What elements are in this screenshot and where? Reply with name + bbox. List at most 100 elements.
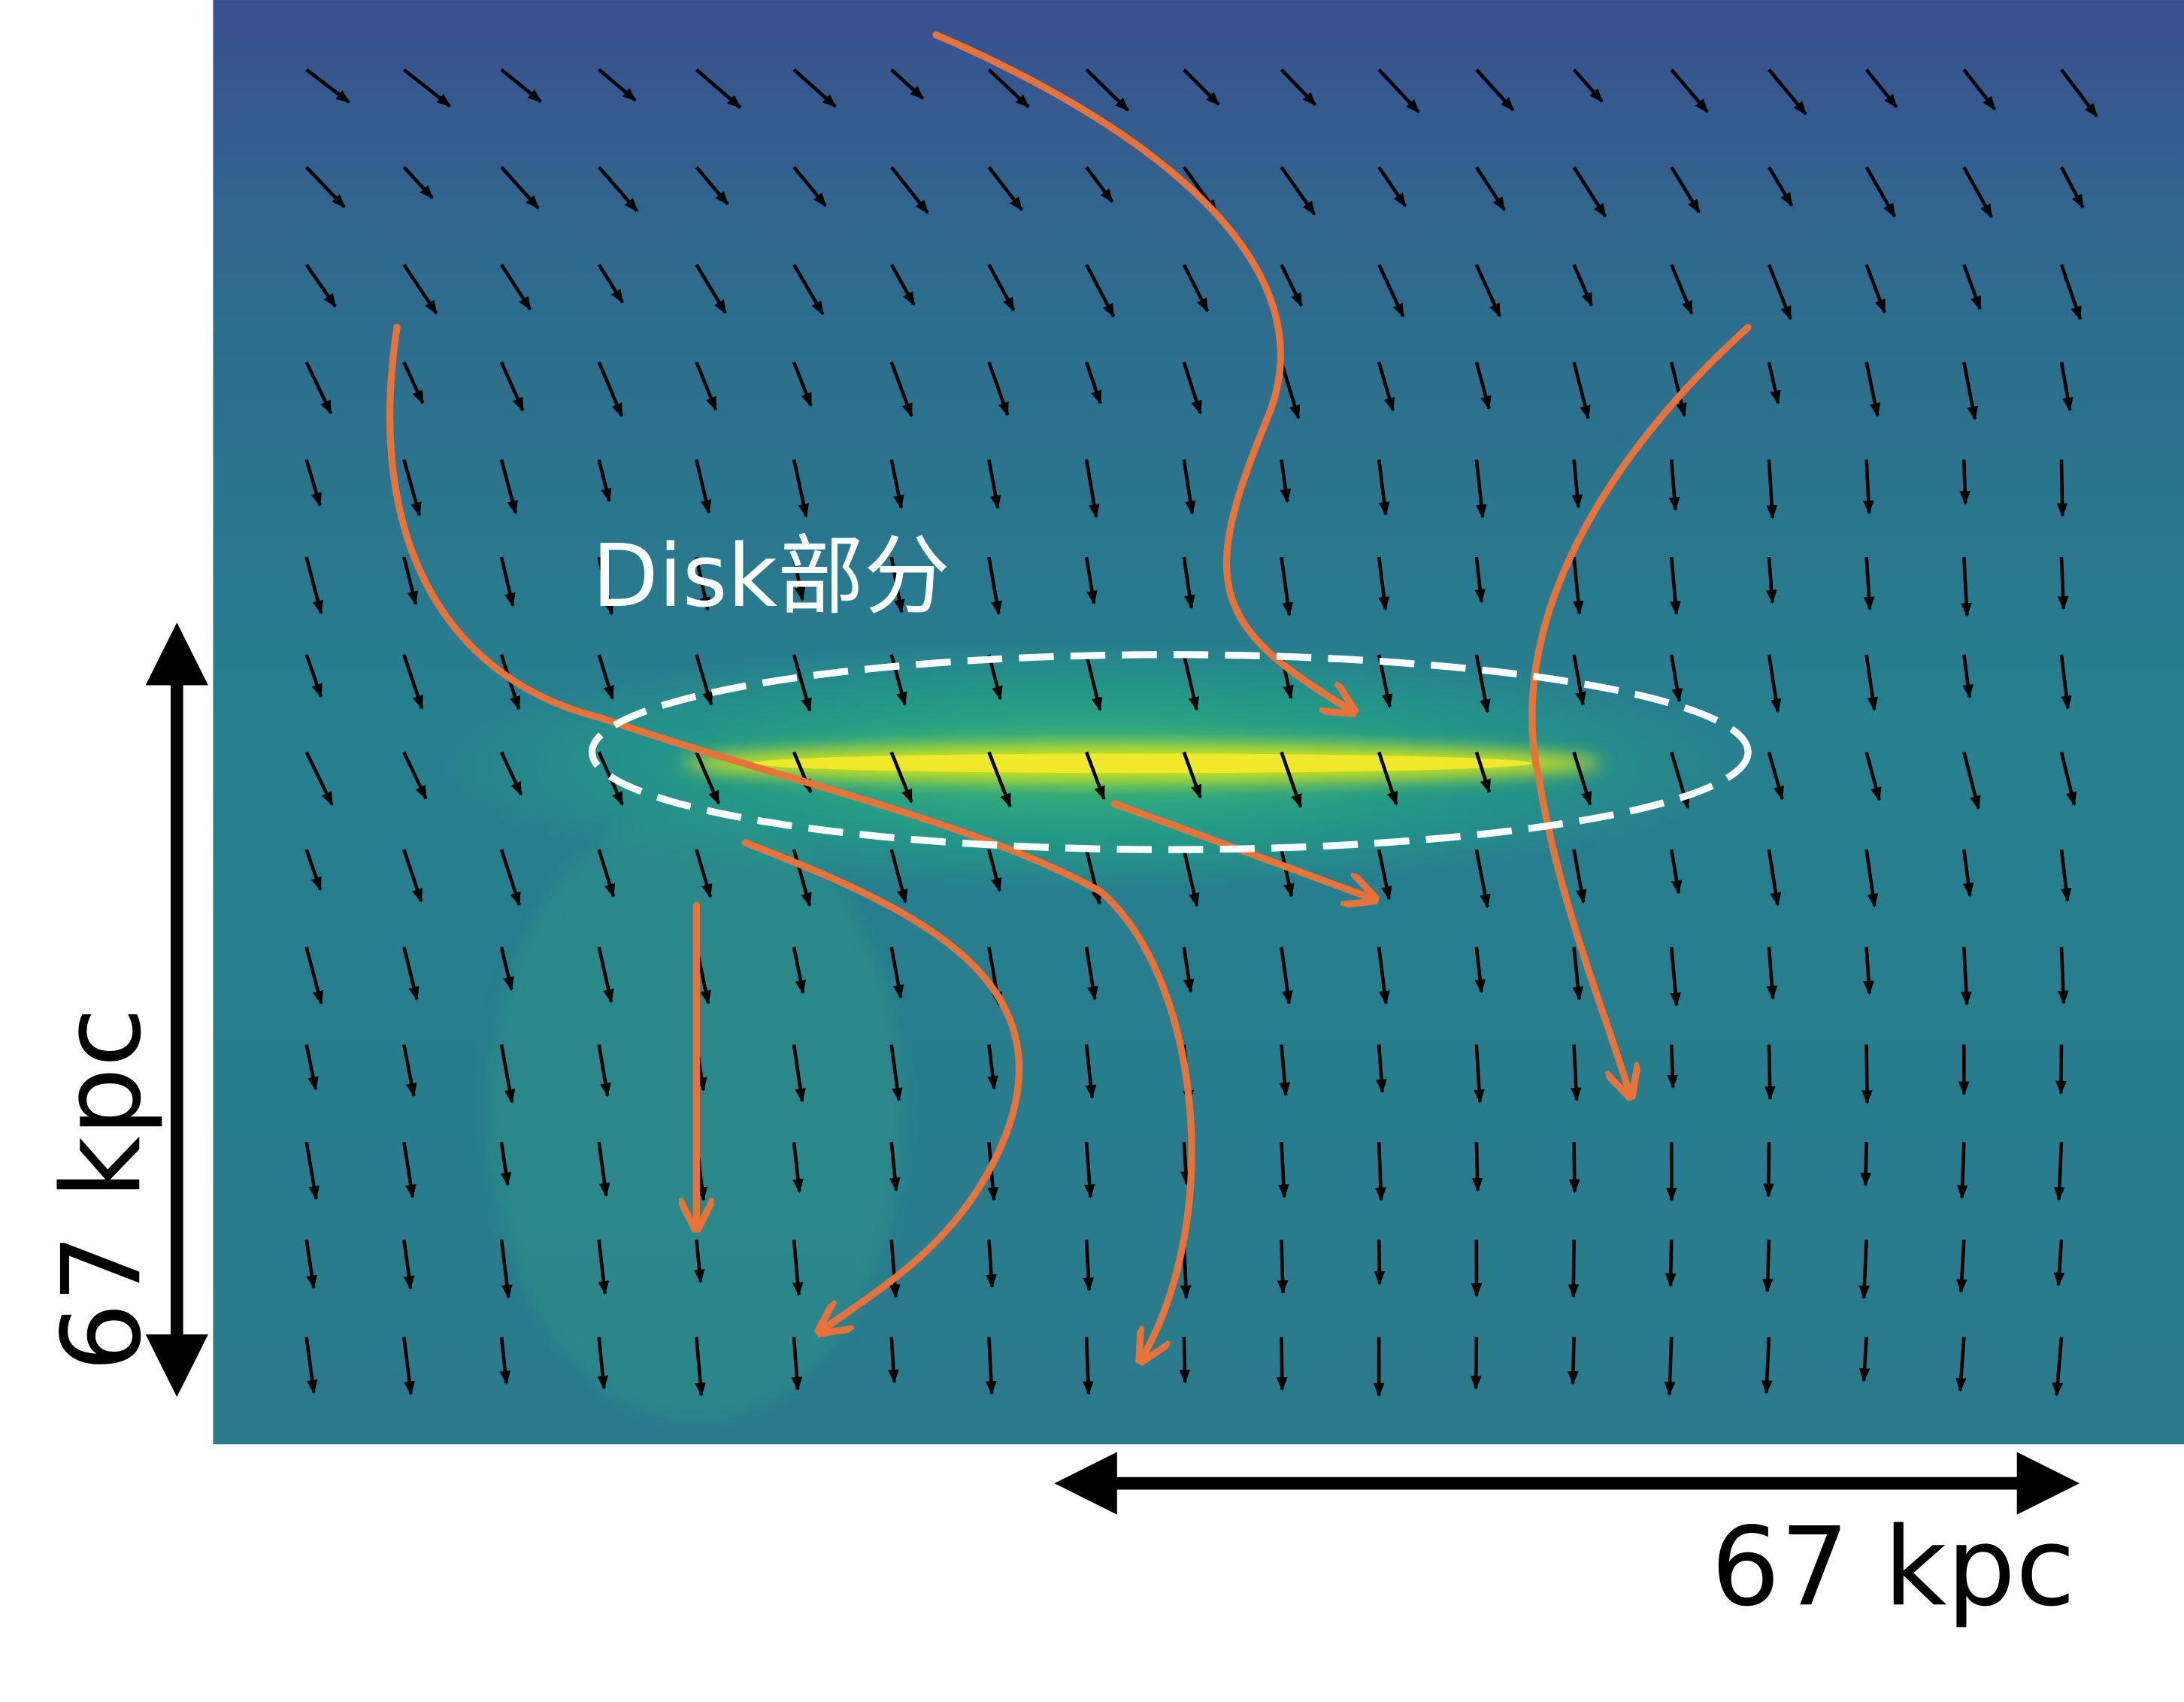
vector-arrow bbox=[402, 1044, 417, 1098]
vector-arrow bbox=[597, 165, 638, 213]
vector-arrow bbox=[889, 946, 904, 999]
vector-arrow bbox=[1182, 362, 1202, 415]
vector-arrow bbox=[1280, 68, 1317, 107]
vector-arrow bbox=[2059, 849, 2072, 903]
vector-arrow bbox=[1474, 654, 1491, 713]
vector-arrow bbox=[792, 1141, 804, 1194]
vector-arrow bbox=[1279, 1044, 1291, 1097]
vector-arrow bbox=[987, 556, 1002, 616]
vector-arrow bbox=[304, 654, 323, 698]
streamline bbox=[741, 839, 1023, 1330]
vector-arrow bbox=[1085, 263, 1116, 318]
vector-arrow bbox=[695, 165, 729, 205]
vector-arrow bbox=[695, 68, 742, 109]
vector-arrow bbox=[1572, 654, 1586, 707]
vector-arrow bbox=[1572, 166, 1607, 218]
vector-arrow bbox=[1961, 849, 1974, 898]
vector-arrow bbox=[1864, 654, 1879, 711]
vector-arrow bbox=[986, 1239, 997, 1289]
vector-arrow bbox=[402, 263, 438, 315]
vector-arrow bbox=[1962, 362, 1979, 421]
vector-arrow bbox=[499, 1337, 511, 1386]
vector-arrow bbox=[597, 849, 616, 898]
vector-arrow bbox=[401, 1239, 415, 1290]
vector-arrow bbox=[402, 556, 418, 606]
vector-arrow bbox=[1474, 946, 1486, 994]
vector-arrow bbox=[1667, 1044, 1679, 1089]
vector-arrow bbox=[1085, 68, 1130, 112]
vector-arrow bbox=[304, 849, 323, 892]
vector-arrow bbox=[1767, 654, 1782, 713]
vector-arrow bbox=[1182, 946, 1195, 993]
vector-arrow bbox=[1864, 264, 1886, 314]
vector-arrow bbox=[792, 849, 812, 907]
vector-arrow bbox=[304, 1044, 319, 1091]
vector-arrow bbox=[792, 165, 827, 207]
vector-arrow bbox=[1767, 68, 1807, 116]
vector-arrow bbox=[695, 459, 712, 514]
vector-arrow bbox=[1082, 1337, 1094, 1396]
vector-arrow bbox=[499, 361, 525, 412]
vector-arrow bbox=[1377, 751, 1398, 806]
vector-arrow bbox=[1375, 1142, 1386, 1202]
vector-arrow bbox=[597, 1044, 611, 1098]
vector-arrow bbox=[889, 263, 916, 306]
vector-arrow bbox=[499, 459, 518, 515]
vector-arrow bbox=[401, 1337, 415, 1396]
vector-arrow bbox=[889, 1239, 901, 1299]
vector-arrow bbox=[695, 1337, 706, 1397]
vector-arrow bbox=[1956, 1142, 1968, 1200]
streamline bbox=[386, 323, 1195, 1358]
vector-arrow bbox=[499, 849, 521, 907]
vector-arrow bbox=[1668, 459, 1680, 511]
vector-arrow bbox=[889, 849, 908, 904]
vector-arrow bbox=[985, 1337, 997, 1395]
vector-arrow bbox=[1669, 362, 1687, 417]
vector-arrow bbox=[1280, 849, 1295, 898]
vector-arrow bbox=[1568, 1142, 1580, 1194]
vector-arrow bbox=[695, 654, 713, 707]
vector-arrow bbox=[1377, 556, 1390, 611]
vector-arrow bbox=[695, 849, 713, 898]
vector-arrow bbox=[499, 1044, 516, 1104]
vector-arrow bbox=[1863, 946, 1874, 995]
vector-arrow bbox=[1377, 68, 1420, 114]
vector-arrow bbox=[1280, 362, 1301, 419]
vector-arrow bbox=[402, 165, 434, 199]
vector-arrow bbox=[889, 1141, 901, 1192]
vector-arrow bbox=[887, 1337, 899, 1384]
vector-arrow bbox=[2060, 68, 2098, 118]
vector-arrow bbox=[1280, 264, 1304, 307]
vector-arrow bbox=[1761, 1337, 1773, 1395]
vector-arrow bbox=[1669, 654, 1683, 703]
vector-arrow bbox=[1377, 166, 1407, 207]
vector-arrow bbox=[792, 459, 810, 518]
vector-arrow bbox=[1084, 459, 1100, 519]
vector-arrow bbox=[1766, 946, 1778, 1001]
vector-arrow bbox=[889, 361, 913, 418]
vector-arrow bbox=[1570, 1044, 1582, 1102]
vector-arrow bbox=[792, 1239, 804, 1297]
vector-arrow bbox=[1474, 751, 1492, 794]
vector-arrow bbox=[792, 1044, 806, 1103]
vector-arrow bbox=[1474, 556, 1486, 604]
vector-arrow bbox=[2053, 1239, 2065, 1287]
vector-arrow bbox=[792, 361, 813, 407]
vector-arrow bbox=[1955, 1337, 1967, 1392]
vector-arrow bbox=[1767, 264, 1792, 320]
vector-arrow bbox=[499, 556, 516, 607]
vector-arrow bbox=[1572, 362, 1591, 420]
vector-arrow bbox=[2059, 654, 2072, 710]
vector-arrow bbox=[1960, 946, 1972, 1006]
streamlines bbox=[386, 31, 1752, 1358]
vector-arrow bbox=[1572, 751, 1592, 806]
vector-arrow bbox=[1864, 849, 1879, 908]
vector-arrow bbox=[1858, 1239, 1870, 1300]
vector-arrow bbox=[792, 946, 807, 995]
vector-arrow bbox=[1474, 362, 1492, 410]
vector-arrow bbox=[1767, 751, 1785, 801]
horizontal-scale-label: 67 kpc bbox=[1711, 1504, 2076, 1631]
vector-arrow bbox=[1280, 946, 1293, 1005]
vector-arrow bbox=[1572, 264, 1594, 307]
vector-arrow bbox=[1862, 459, 1874, 515]
